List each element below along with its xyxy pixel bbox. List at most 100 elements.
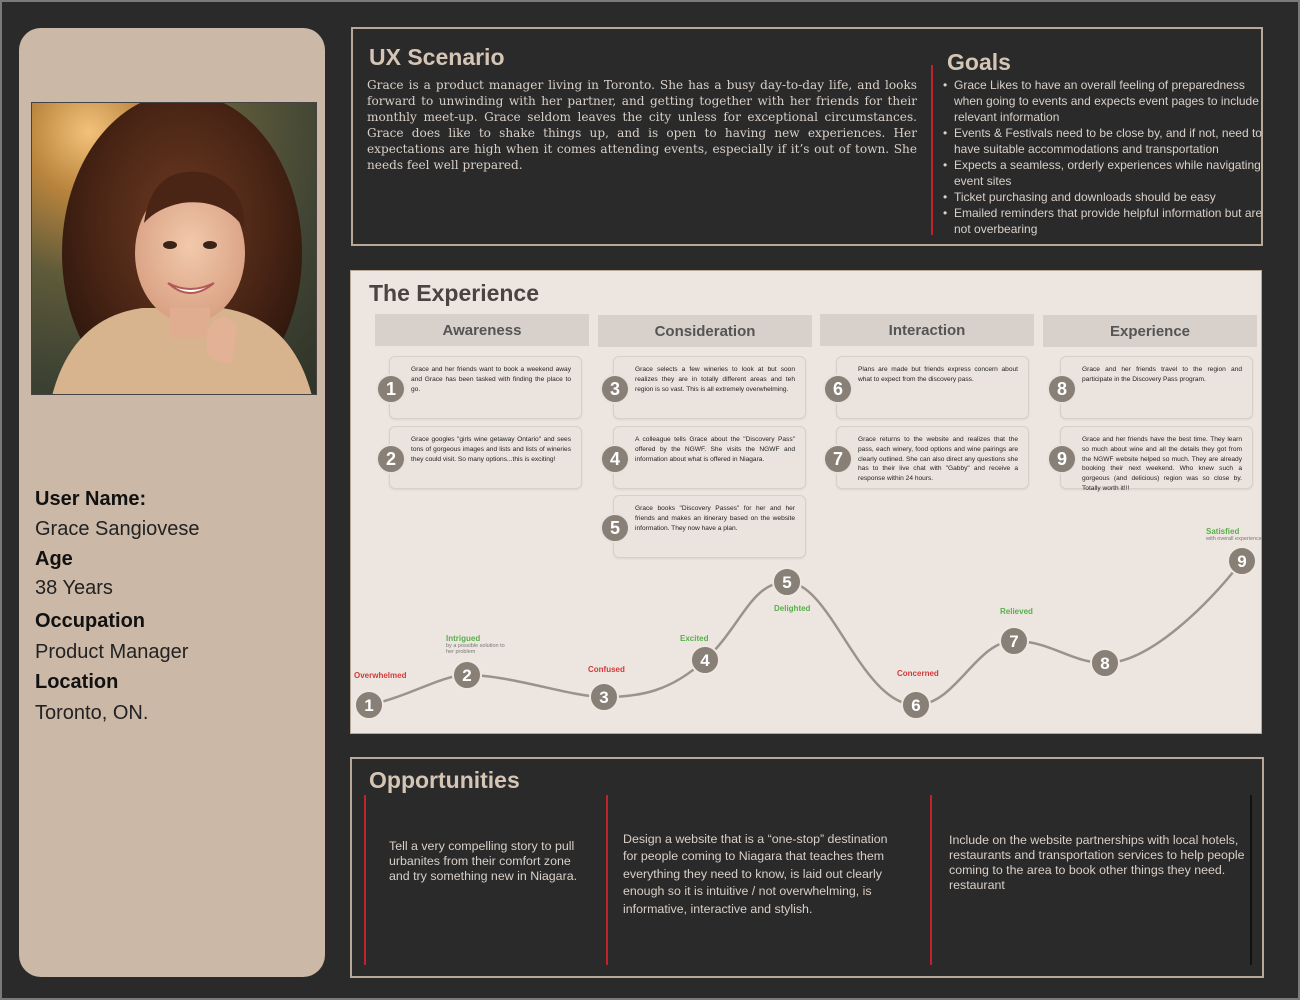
goal-item: Events & Festivals need to be close by, … [943, 125, 1263, 157]
persona-card: User Name: Grace Sangiovese Age 38 Years… [19, 28, 325, 977]
step-card-9: 9 Grace and her friends have the best ti… [1047, 426, 1253, 492]
emotion-label-7: Relieved [1000, 607, 1033, 616]
step-number: 3 [600, 374, 630, 404]
scenario-title: UX Scenario [369, 44, 505, 70]
opportunity-2: Design a website that is a “one-stop” de… [623, 832, 888, 916]
journey-node-number: 6 [911, 696, 920, 715]
journey-node-circle [452, 660, 482, 690]
journey-node-number: 7 [1009, 632, 1018, 651]
location-label: Location [35, 671, 119, 693]
scenario-panel: UX Scenario Grace is a product manager l… [351, 27, 1263, 246]
step-card-1: 1 Grace and her friends want to book a w… [376, 356, 582, 419]
journey-node-number: 1 [364, 696, 373, 715]
journey-node-circle [999, 626, 1029, 656]
user-name-value: Grace Sangiovese [35, 518, 200, 540]
journey-node-7: 7 [999, 626, 1029, 656]
journey-node-circle [1227, 546, 1257, 576]
step-number: 6 [823, 374, 853, 404]
journey-node-1: 1 [354, 690, 384, 720]
emotion-sublabel-2: by a possible solution to her problem [446, 643, 505, 655]
step-text: Grace and her friends travel to the regi… [1082, 366, 1242, 383]
goal-item: Expects a seamless, orderly experiences … [943, 157, 1263, 189]
experience-panel: The Experience Awareness Consideration I… [350, 270, 1262, 734]
portrait-illustration [52, 103, 312, 394]
phase-interaction: Interaction [820, 314, 1034, 346]
phase-experience: Experience [1043, 315, 1257, 347]
age-value: 38 Years [35, 577, 113, 599]
emotion-label-2: Intrigued [446, 634, 481, 643]
phase-consideration: Consideration [598, 315, 812, 347]
phase-awareness: Awareness [375, 314, 589, 346]
step-text: Grace and her friends have the best time… [1082, 436, 1242, 492]
journey-node-3: 3 [589, 682, 619, 712]
location-value: Toronto, ON. [35, 702, 149, 724]
opportunity-divider [930, 795, 932, 965]
step-card-2: 2 Grace googles "girls wine getaway Onta… [376, 426, 582, 489]
opportunity-3: Include on the website partnerships with… [949, 833, 1245, 892]
journey-node-number: 9 [1237, 552, 1246, 571]
occupation-label: Occupation [35, 610, 146, 632]
opportunities-title: Opportunities [369, 767, 520, 793]
goal-item: Grace Likes to have an overall feeling o… [943, 77, 1263, 125]
journey-node-number: 2 [462, 666, 471, 685]
journey-node-circle [589, 682, 619, 712]
journey-node-circle [690, 645, 720, 675]
goal-item: Emailed reminders that provide helpful i… [943, 205, 1263, 237]
step-card-7: 7 Grace returns to the website and reali… [823, 426, 1029, 489]
step-text: Grace googles "girls wine getaway Ontari… [411, 436, 571, 463]
emotion-label-9: Satisfied [1206, 527, 1240, 536]
goals-divider [931, 65, 933, 235]
step-text: Grace selects a few wineries to look at … [635, 366, 795, 393]
step-text: A colleague tells Grace about the "Disco… [635, 436, 795, 463]
emotion-curve [368, 560, 1243, 707]
journey-node-circle [901, 690, 931, 720]
goal-item: Ticket purchasing and downloads should b… [943, 189, 1263, 205]
journey-node-9: 9 [1227, 546, 1257, 576]
experience-title: The Experience [369, 280, 540, 306]
occupation-value: Product Manager [35, 641, 189, 663]
opportunity-divider [1250, 795, 1252, 965]
portrait-photo [31, 102, 317, 395]
step-number: 1 [376, 374, 406, 404]
age-label: Age [35, 548, 73, 570]
step-card-8: 8 Grace and her friends travel to the re… [1047, 356, 1253, 419]
emotion-label-3: Confused [588, 665, 625, 674]
journey-node-6: 6 [901, 690, 931, 720]
step-text: Grace returns to the website and realize… [858, 436, 1018, 483]
journey-node-circle [1090, 648, 1120, 678]
journey-node-number: 8 [1100, 654, 1109, 673]
step-card-3: 3 Grace selects a few wineries to look a… [600, 356, 806, 419]
step-text: Plans are made but friends express conce… [858, 366, 1018, 383]
opportunity-divider [364, 795, 366, 965]
step-card-6: 6 Plans are made but friends express con… [823, 356, 1029, 419]
step-number: 9 [1047, 444, 1077, 474]
journey-node-circle [772, 567, 802, 597]
goals-title: Goals [947, 49, 1011, 75]
step-card-4: 4 A colleague tells Grace about the "Dis… [600, 426, 806, 489]
opportunity-1: Tell a very compelling story to pull urb… [389, 839, 578, 883]
journey-node-circle [354, 690, 384, 720]
step-number: 2 [376, 444, 406, 474]
step-number: 8 [1047, 374, 1077, 404]
journey-curve: 1 2 3 4 5 6 7 8 9 [354, 546, 1257, 720]
emotion-sublabel-9: with overall experience [1206, 536, 1262, 542]
goals-list: Grace Likes to have an overall feeling o… [943, 77, 1263, 237]
step-card-5: 5 Grace books "Discovery Passes" for her… [600, 495, 806, 558]
journey-node-number: 3 [599, 688, 608, 707]
emotion-label-4: Excited [680, 634, 709, 643]
scenario-text: Grace is a product manager living in Tor… [367, 78, 917, 172]
emotion-label-1: Overwhelmed [354, 671, 407, 680]
step-number: 7 [823, 444, 853, 474]
journey-node-4: 4 [690, 645, 720, 675]
step-number: 4 [600, 444, 630, 474]
step-text: Grace and her friends want to book a wee… [411, 366, 571, 393]
opportunity-divider [606, 795, 608, 965]
step-text: Grace books "Discovery Passes" for her a… [635, 505, 795, 532]
step-number: 5 [600, 513, 630, 543]
opportunities-panel: Opportunities Tell a very compelling sto… [350, 757, 1264, 978]
journey-node-5: 5 [772, 567, 802, 597]
user-name-label: User Name: [35, 488, 147, 510]
emotion-label-6: Concerned [897, 669, 939, 678]
journey-node-2: 2 [452, 660, 482, 690]
